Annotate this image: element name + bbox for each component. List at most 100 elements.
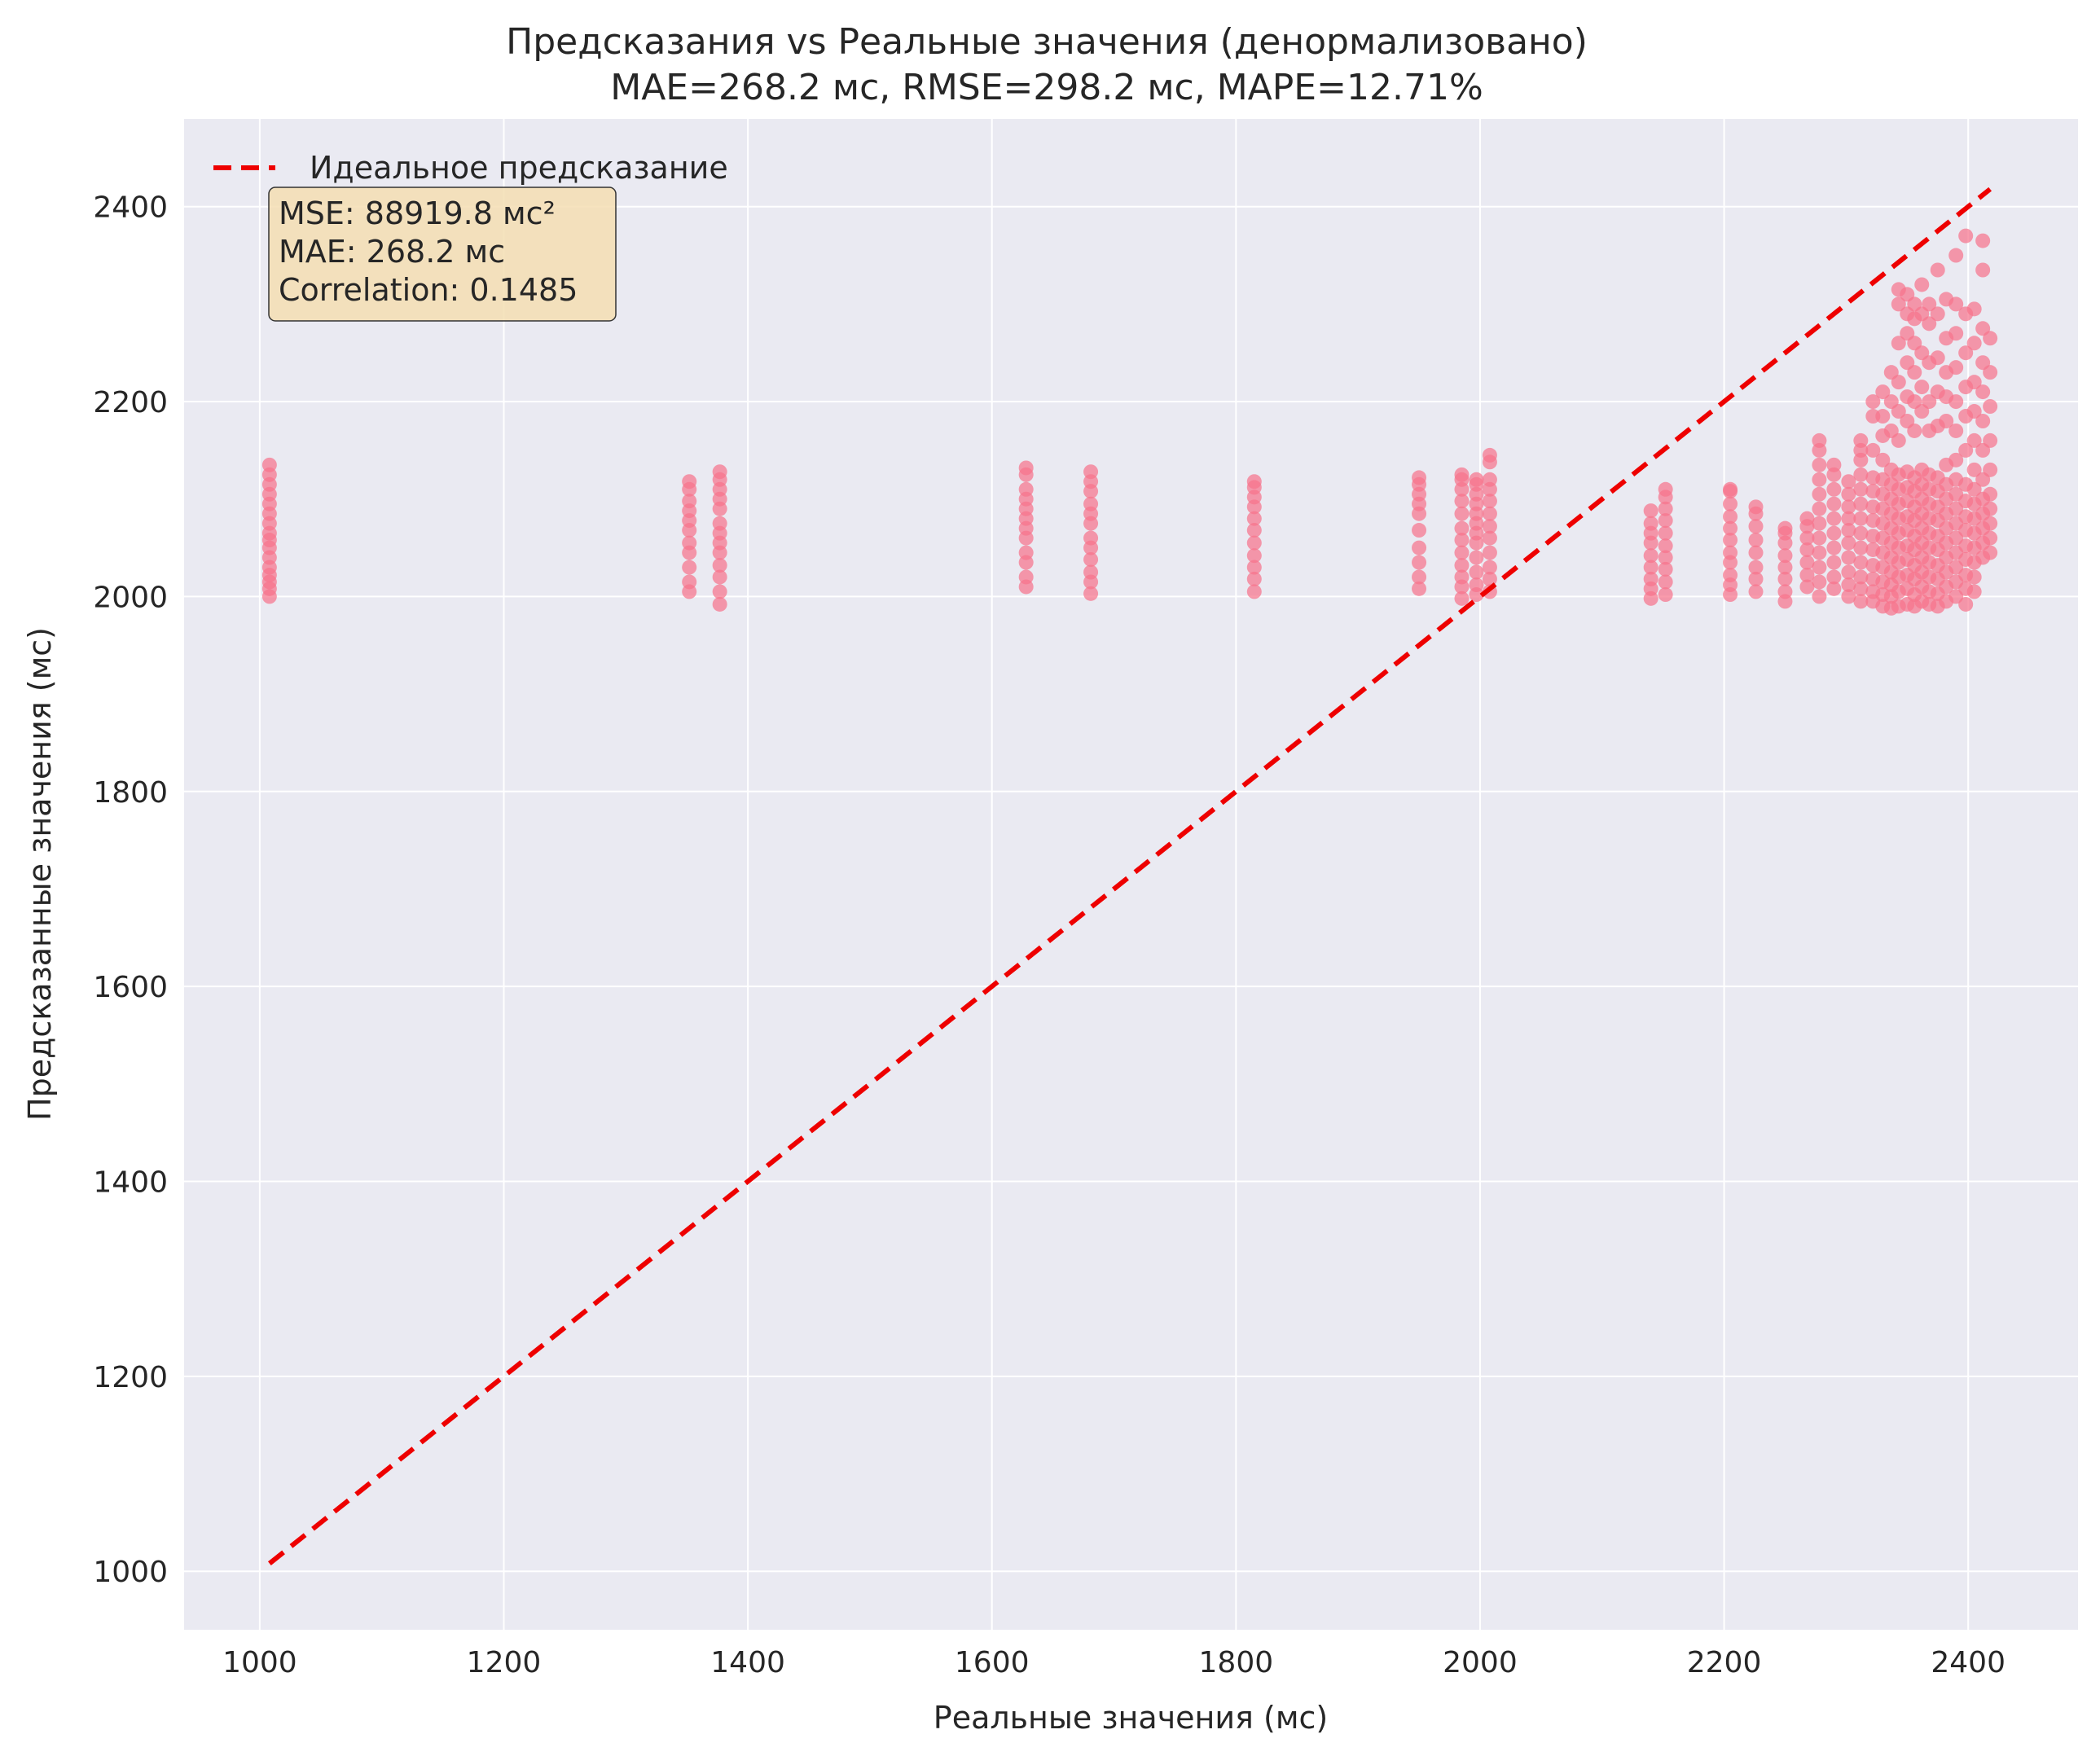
scatter-point xyxy=(1454,506,1470,521)
scatter-point xyxy=(1799,530,1815,546)
scatter-point xyxy=(1812,574,1827,590)
scatter-point xyxy=(1948,560,1964,575)
stats-mse: MSE: 88919.8 мс² xyxy=(279,195,556,231)
scatter-point xyxy=(1948,530,1964,546)
scatter-point xyxy=(1853,481,1869,497)
scatter-point xyxy=(1658,501,1673,516)
scatter-point xyxy=(1482,519,1497,534)
scatter-point xyxy=(1246,548,1262,564)
scatter-point xyxy=(1841,474,1856,489)
scatter-point xyxy=(1948,296,1964,312)
stats-box: MSE: 88919.8 мс² MAE: 268.2 мс Correlati… xyxy=(268,187,617,322)
scatter-point xyxy=(1826,511,1842,526)
scatter-point xyxy=(682,574,697,590)
scatter-point xyxy=(1966,584,1982,599)
scatter-point xyxy=(1748,545,1764,560)
scatter-point xyxy=(1922,296,1937,312)
scatter-point xyxy=(1975,262,1991,278)
scatter-point xyxy=(1643,548,1658,564)
scatter-point xyxy=(1975,384,1991,400)
scatter-point xyxy=(1812,432,1827,448)
scatter-point xyxy=(1983,516,1998,531)
scatter-point xyxy=(1083,496,1099,511)
x-tick-label: 2000 xyxy=(1443,1646,1518,1679)
scatter-point xyxy=(1748,571,1764,586)
y-tick-label: 1200 xyxy=(93,1361,168,1394)
scatter-point xyxy=(1482,506,1497,521)
scatter-point xyxy=(1853,594,1869,609)
legend: Идеальное предсказание xyxy=(213,150,728,186)
y-tick-label: 1400 xyxy=(93,1166,168,1199)
scatter-point xyxy=(682,560,697,575)
scatter-point xyxy=(1799,511,1815,526)
scatter-point xyxy=(1777,520,1793,536)
scatter-point xyxy=(1914,277,1930,292)
scatter-point xyxy=(1958,345,1974,361)
scatter-point xyxy=(1723,509,1738,525)
y-tick-label: 2400 xyxy=(93,191,168,225)
scatter-point xyxy=(1246,511,1262,526)
scatter-point xyxy=(1975,414,1991,428)
scatter-point xyxy=(1966,301,1982,317)
scatter-point xyxy=(1482,571,1497,586)
scatter-point xyxy=(1922,394,1937,410)
scatter-point xyxy=(712,464,727,480)
scatter-point xyxy=(1748,499,1764,515)
scatter-point xyxy=(1966,481,1982,497)
grid xyxy=(184,119,2078,1630)
scatter-point xyxy=(1841,511,1856,526)
scatter-point xyxy=(1841,550,1856,565)
scatter-point xyxy=(712,596,727,612)
scatter-point xyxy=(1812,530,1827,546)
scatter-point xyxy=(1891,404,1906,419)
scatter-point xyxy=(1948,423,1964,438)
scatter-point xyxy=(1799,555,1815,570)
plot-area xyxy=(184,119,2078,1630)
scatter-point xyxy=(1812,589,1827,604)
x-tick-label: 2400 xyxy=(1931,1646,2006,1679)
scatter-point xyxy=(1643,560,1658,575)
scatter-point xyxy=(1482,530,1497,546)
scatter-point xyxy=(1891,296,1906,312)
scatter-point xyxy=(1018,481,1034,497)
scatter-point xyxy=(1948,452,1964,468)
scatter-point xyxy=(1083,464,1099,480)
scatter-point xyxy=(1246,584,1262,599)
scatter-point xyxy=(1799,579,1815,595)
scatter-point xyxy=(261,457,277,472)
scatter-point xyxy=(1983,530,1998,546)
scatter-point xyxy=(1777,560,1793,575)
scatter-point xyxy=(1853,525,1869,541)
scatter-point xyxy=(1841,577,1856,593)
scatter-point xyxy=(1454,494,1470,509)
scatter-point xyxy=(1083,564,1099,580)
scatter-point xyxy=(1975,233,1991,248)
scatter-point xyxy=(1958,596,1974,612)
y-tick-label: 1800 xyxy=(93,776,168,810)
scatter-point xyxy=(1799,568,1815,583)
scatter-point xyxy=(1454,545,1470,560)
scatter-point xyxy=(1469,550,1484,565)
scatter-point xyxy=(1983,486,1998,502)
scatter-point xyxy=(1983,501,1998,516)
scatter-point xyxy=(1412,555,1427,570)
scatter-point xyxy=(1930,262,1945,278)
scatter-point xyxy=(1723,520,1738,536)
scatter-point xyxy=(1658,550,1673,565)
scatter-point xyxy=(1799,542,1815,557)
scatter-point xyxy=(1812,545,1827,560)
chart-title: Предсказания vs Реальные значения (денор… xyxy=(506,21,1588,63)
scatter-point xyxy=(1983,462,1998,477)
scatter-point xyxy=(1412,569,1427,585)
y-tick-label: 2200 xyxy=(93,386,168,419)
scatter-point xyxy=(1454,590,1470,606)
scatter-point xyxy=(1891,375,1906,390)
scatter-point xyxy=(1812,516,1827,531)
scatter-point xyxy=(1018,545,1034,560)
scatter-point xyxy=(1966,432,1982,448)
scatter-point xyxy=(1812,501,1827,516)
scatter-point xyxy=(1454,558,1470,573)
scatter-point xyxy=(1966,404,1982,419)
scatter-point xyxy=(1853,555,1869,570)
